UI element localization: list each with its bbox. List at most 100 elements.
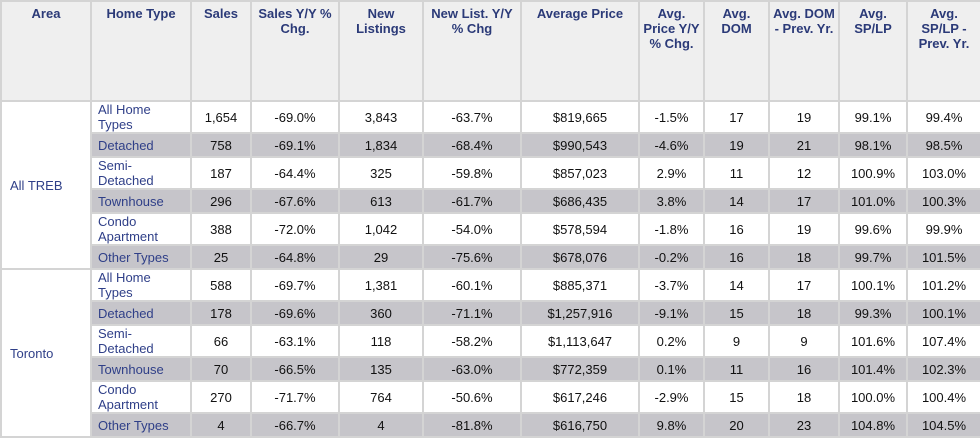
value-cell: -0.2%: [638, 244, 705, 270]
value-cell: 23: [768, 412, 840, 438]
value-cell: 9.8%: [638, 412, 705, 438]
value-cell: 100.9%: [838, 156, 908, 190]
value-cell: -81.8%: [422, 412, 522, 438]
value-cell: 19: [768, 100, 840, 134]
table-row: Semi-Detached 187 -64.4% 325 -59.8% $857,023 2…: [1, 156, 980, 190]
value-cell: 3,843: [338, 100, 424, 134]
value-cell: 104.8%: [838, 412, 908, 438]
value-cell: 3.8%: [638, 188, 705, 214]
table-row: Other Types 4 -66.7% 4 -81.8% $616,750 9.8% 20 2…: [1, 412, 980, 438]
value-cell: -69.7%: [250, 268, 340, 302]
value-cell: 100.3%: [906, 188, 980, 214]
value-cell: -1.8%: [638, 212, 705, 246]
value-cell: $686,435: [520, 188, 640, 214]
value-cell: 18: [768, 300, 840, 326]
value-cell: 2.9%: [638, 156, 705, 190]
value-cell: 1,042: [338, 212, 424, 246]
column-header: Area: [0, 0, 92, 102]
home-type-cell: Condo Apartment: [90, 212, 192, 246]
column-header: New Listings: [338, 0, 424, 102]
value-cell: 135: [338, 356, 424, 382]
home-type-cell: Semi-Detached: [90, 156, 192, 190]
value-cell: -63.7%: [422, 100, 522, 134]
value-cell: 588: [190, 268, 252, 302]
value-cell: $819,665: [520, 100, 640, 134]
value-cell: -66.7%: [250, 412, 340, 438]
value-cell: 18: [768, 244, 840, 270]
value-cell: 99.1%: [838, 100, 908, 134]
value-cell: 101.4%: [838, 356, 908, 382]
value-cell: -9.1%: [638, 300, 705, 326]
value-cell: 101.2%: [906, 268, 980, 302]
value-cell: 104.5%: [906, 412, 980, 438]
value-cell: $616,750: [520, 412, 640, 438]
value-cell: 9: [703, 324, 770, 358]
home-type-cell: Townhouse: [90, 188, 192, 214]
home-type-cell: Other Types: [90, 412, 192, 438]
value-cell: $857,023: [520, 156, 640, 190]
value-cell: 101.5%: [906, 244, 980, 270]
value-cell: 18: [768, 380, 840, 414]
value-cell: 17: [703, 100, 770, 134]
value-cell: 12: [768, 156, 840, 190]
value-cell: -4.6%: [638, 132, 705, 158]
value-cell: -75.6%: [422, 244, 522, 270]
value-cell: 11: [703, 356, 770, 382]
value-cell: 99.6%: [838, 212, 908, 246]
value-cell: -2.9%: [638, 380, 705, 414]
value-cell: 11: [703, 156, 770, 190]
value-cell: $1,257,916: [520, 300, 640, 326]
value-cell: $1,113,647: [520, 324, 640, 358]
value-cell: -3.7%: [638, 268, 705, 302]
value-cell: 16: [703, 212, 770, 246]
value-cell: $578,594: [520, 212, 640, 246]
home-type-cell: All Home Types: [90, 268, 192, 302]
value-cell: -69.1%: [250, 132, 340, 158]
value-cell: 187: [190, 156, 252, 190]
value-cell: 1,834: [338, 132, 424, 158]
value-cell: 19: [768, 212, 840, 246]
value-cell: 14: [703, 268, 770, 302]
column-header: Avg. DOM - Prev. Yr.: [768, 0, 840, 102]
value-cell: 16: [703, 244, 770, 270]
column-header: Average Price: [520, 0, 640, 102]
value-cell: 16: [768, 356, 840, 382]
value-cell: -59.8%: [422, 156, 522, 190]
value-cell: 21: [768, 132, 840, 158]
column-header: Avg. SP/LP - Prev. Yr.: [906, 0, 980, 102]
value-cell: 15: [703, 380, 770, 414]
value-cell: 70: [190, 356, 252, 382]
table-row: Toronto All Home Types 588 -69.7% 1,381 -60.1…: [0, 268, 980, 438]
value-cell: 101.6%: [838, 324, 908, 358]
value-cell: 764: [338, 380, 424, 414]
value-cell: 0.1%: [638, 356, 705, 382]
column-header: New List. Y/Y % Chg: [422, 0, 522, 102]
value-cell: -67.6%: [250, 188, 340, 214]
value-cell: 20: [703, 412, 770, 438]
value-cell: -50.6%: [422, 380, 522, 414]
value-cell: 99.7%: [838, 244, 908, 270]
value-cell: 99.9%: [906, 212, 980, 246]
value-cell: -58.2%: [422, 324, 522, 358]
table-row: Townhouse 296 -67.6% 613 -61.7% $686,435 3.8% 1…: [1, 188, 980, 214]
value-cell: -69.6%: [250, 300, 340, 326]
value-cell: $990,543: [520, 132, 640, 158]
value-cell: 103.0%: [906, 156, 980, 190]
value-cell: -54.0%: [422, 212, 522, 246]
value-cell: 388: [190, 212, 252, 246]
value-cell: -69.0%: [250, 100, 340, 134]
value-cell: 758: [190, 132, 252, 158]
value-cell: 17: [768, 268, 840, 302]
area-cell: Toronto: [0, 268, 92, 438]
value-cell: -64.8%: [250, 244, 340, 270]
area-cell: All TREB: [0, 100, 92, 270]
value-cell: 102.3%: [906, 356, 980, 382]
value-cell: -64.4%: [250, 156, 340, 190]
column-header: Avg. DOM: [703, 0, 770, 102]
column-header: Avg. SP/LP: [838, 0, 908, 102]
value-cell: 4: [190, 412, 252, 438]
value-cell: 100.4%: [906, 380, 980, 414]
table-row: Detached 758 -69.1% 1,834 -68.4% $990,543 -4.6…: [1, 132, 980, 158]
home-type-cell: Detached: [90, 132, 192, 158]
